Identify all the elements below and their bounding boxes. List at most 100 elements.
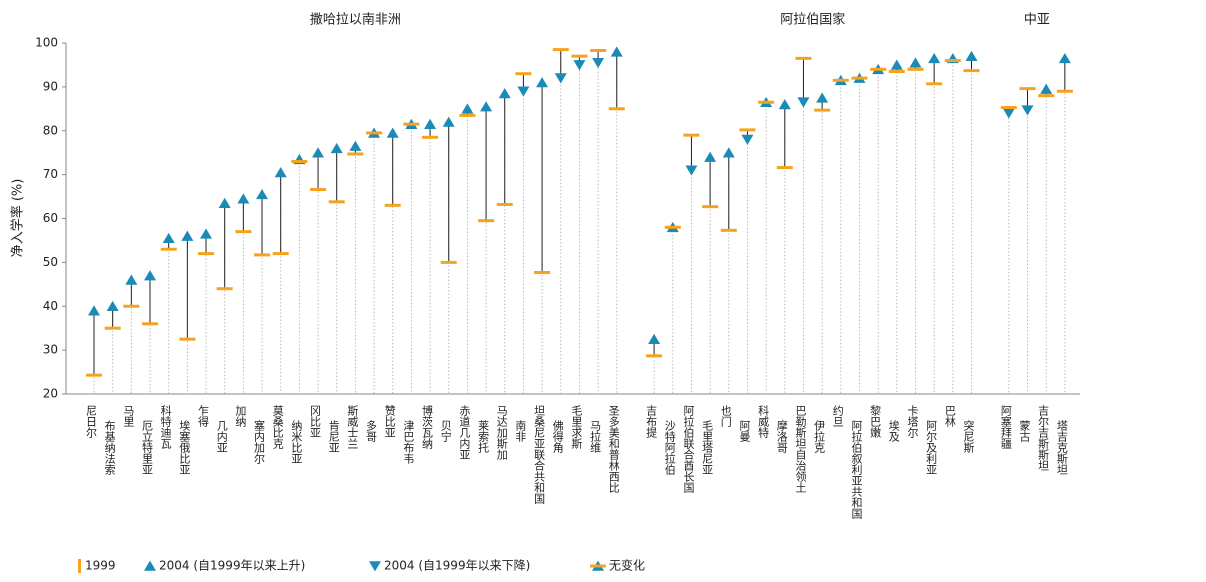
marker-2004-down bbox=[517, 86, 530, 97]
marker-2004-up bbox=[256, 188, 269, 200]
legend-label: 2004 (自1999年以来上升) bbox=[159, 559, 305, 573]
marker-2004-down bbox=[573, 60, 586, 71]
y-tick-label: 100 bbox=[35, 36, 58, 50]
marker-1999 bbox=[198, 252, 215, 256]
x-tick-label: 阿拉伯叙利亚共和国 bbox=[850, 420, 863, 520]
marker-2004-down bbox=[554, 73, 567, 84]
marker-2004-up bbox=[928, 52, 941, 64]
x-tick-label: 吉布提 bbox=[645, 405, 658, 439]
marker-1999 bbox=[347, 152, 364, 156]
marker-1999 bbox=[720, 228, 737, 232]
marker-2004-up bbox=[312, 147, 325, 158]
marker-1999 bbox=[683, 133, 700, 137]
marker-1999 bbox=[384, 203, 401, 207]
marker-2004-up bbox=[909, 57, 922, 68]
marker-2004-up bbox=[237, 193, 250, 204]
y-axis-label: 净入学率 (%) bbox=[10, 179, 26, 258]
x-tick-label: 尼日尔 bbox=[85, 405, 98, 438]
x-tick-label: 毛里塔尼亚 bbox=[701, 420, 714, 475]
x-tick-label: 阿曼 bbox=[738, 420, 751, 442]
marker-1999 bbox=[590, 48, 607, 52]
marker-2004-up bbox=[349, 140, 362, 151]
marker-2004-up bbox=[330, 142, 343, 154]
marker-1999 bbox=[328, 200, 345, 204]
x-tick-label: 加纳 bbox=[234, 405, 247, 428]
marker-1999 bbox=[179, 337, 196, 341]
x-tick-label: 蒙古 bbox=[1018, 420, 1031, 442]
legend-label: 2004 (自1999年以来下降) bbox=[384, 559, 530, 573]
marker-1999 bbox=[1038, 94, 1055, 98]
x-tick-label: 科特迪瓦 bbox=[159, 404, 172, 449]
marker-1999 bbox=[664, 225, 681, 229]
legend-swatch bbox=[78, 559, 81, 573]
marker-1999 bbox=[310, 188, 327, 192]
marker-1999 bbox=[235, 230, 252, 234]
marker-2004-up bbox=[144, 270, 157, 281]
x-tick-label: 几内亚 bbox=[215, 420, 228, 453]
marker-1999 bbox=[142, 322, 159, 326]
marker-2004-up bbox=[461, 103, 474, 114]
marker-2004-up bbox=[200, 228, 213, 239]
x-tick-label: 津巴布韦 bbox=[402, 420, 415, 465]
x-tick-label: 卡塔尔 bbox=[906, 405, 919, 438]
legend-swatch bbox=[144, 560, 156, 571]
marker-2004-up bbox=[424, 118, 437, 129]
x-tick-label: 冈比亚 bbox=[309, 405, 322, 438]
x-tick-label: 佛得角 bbox=[551, 420, 564, 454]
marker-2004-up bbox=[442, 116, 455, 127]
marker-1999 bbox=[776, 166, 793, 170]
x-tick-label: 突尼斯 bbox=[962, 419, 975, 454]
x-tick-label: 伊拉克 bbox=[813, 420, 826, 453]
marker-2004-up bbox=[106, 300, 119, 312]
marker-1999 bbox=[646, 354, 663, 358]
x-tick-label: 莱索托 bbox=[477, 420, 490, 453]
marker-2004-up bbox=[778, 99, 791, 110]
marker-1999 bbox=[534, 270, 551, 274]
marker-1999 bbox=[440, 260, 457, 264]
marker-1999 bbox=[870, 67, 887, 71]
marker-1999 bbox=[1019, 87, 1036, 91]
marker-2004-down bbox=[1002, 108, 1015, 119]
x-tick-label: 塔吉克斯坦 bbox=[1055, 420, 1068, 475]
legend-label: 无变化 bbox=[609, 558, 645, 573]
marker-1999 bbox=[496, 202, 513, 206]
marker-1999 bbox=[366, 131, 383, 135]
x-tick-label: 巴勒斯坦自治领土 bbox=[794, 405, 807, 493]
x-tick-label: 毛里求斯 bbox=[570, 405, 583, 450]
marker-1999 bbox=[907, 67, 924, 71]
y-tick-label: 40 bbox=[43, 299, 58, 313]
x-tick-label: 南非 bbox=[514, 420, 527, 443]
marker-1999 bbox=[888, 70, 905, 74]
x-tick-label: 阿拉伯联合酋长国 bbox=[682, 405, 695, 494]
x-tick-label: 赞比亚 bbox=[383, 405, 396, 438]
marker-2004-up bbox=[274, 167, 287, 178]
x-tick-label: 多哥 bbox=[365, 419, 378, 442]
region-label: 中亚 bbox=[1024, 13, 1050, 28]
region-label: 撒哈拉以南非洲 bbox=[310, 12, 401, 28]
marker-1999 bbox=[944, 59, 961, 63]
marker-2004-down bbox=[797, 97, 810, 108]
y-tick-label: 80 bbox=[43, 123, 58, 137]
marker-1999 bbox=[758, 100, 775, 104]
marker-1999 bbox=[86, 373, 102, 377]
marker-2004-up bbox=[648, 333, 661, 344]
marker-1999 bbox=[272, 252, 289, 256]
region-label: 阿拉伯国家 bbox=[780, 12, 845, 28]
marker-1999 bbox=[216, 287, 233, 291]
x-tick-label: 科威特 bbox=[757, 404, 770, 438]
x-tick-label: 肯尼亚 bbox=[327, 420, 340, 453]
marker-2004-up bbox=[218, 197, 231, 208]
marker-1999 bbox=[459, 113, 476, 117]
marker-1999 bbox=[123, 304, 140, 308]
x-tick-label: 斯威士兰 bbox=[346, 405, 359, 449]
marker-2004-up bbox=[1058, 52, 1071, 64]
marker-1999 bbox=[814, 108, 831, 112]
marker-2004-up bbox=[536, 77, 549, 88]
marker-2004-up bbox=[480, 101, 493, 112]
marker-1999 bbox=[1000, 105, 1017, 109]
x-tick-label: 埃塞俄比亚 bbox=[178, 419, 191, 475]
y-tick-label: 70 bbox=[43, 167, 58, 181]
x-tick-label: 阿塞拜疆 bbox=[999, 405, 1012, 449]
x-tick-label: 纳米比亚 bbox=[290, 420, 303, 464]
